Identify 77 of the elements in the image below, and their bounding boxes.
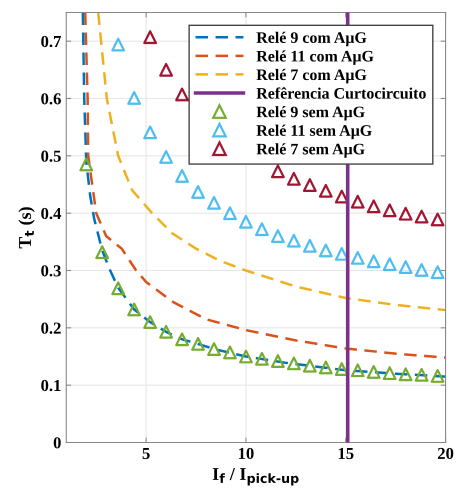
- point: [111, 38, 126, 52]
- point: [350, 194, 365, 209]
- point: [318, 244, 333, 258]
- x-tick-label: 10: [238, 448, 254, 460]
- point: [366, 199, 381, 214]
- point: [286, 172, 301, 186]
- point: [398, 260, 413, 274]
- point: [95, 245, 110, 260]
- point: [382, 366, 397, 380]
- point: [302, 358, 317, 373]
- point: [398, 206, 413, 221]
- ref-line-label: Refêrencia Curtocircuito: [256, 87, 426, 99]
- y-tick-label: 0.5: [41, 150, 61, 162]
- point: [111, 281, 126, 296]
- point: [127, 302, 142, 316]
- legend-label: Relé 11 com AμG: [256, 50, 374, 65]
- point: [414, 368, 429, 382]
- point: [254, 222, 269, 236]
- x-axis-title: I$_{f}$ / I$_{pick-up}$: [212, 468, 299, 486]
- point: [239, 214, 253, 229]
- point: [286, 234, 301, 248]
- point: [350, 250, 365, 265]
- point: [159, 324, 174, 339]
- point: [270, 354, 285, 368]
- point: [239, 350, 253, 364]
- point: [318, 360, 333, 374]
- point: [191, 185, 205, 199]
- point: [207, 196, 221, 210]
- point: [318, 184, 333, 198]
- y-tick-label: 0.1: [41, 380, 61, 392]
- point: [430, 369, 445, 383]
- point: [191, 336, 205, 351]
- point: [302, 178, 317, 192]
- point: [430, 265, 445, 280]
- point: [270, 164, 285, 178]
- y-tick-label: 0.7: [41, 36, 61, 48]
- point: [143, 30, 158, 44]
- point: [159, 150, 174, 164]
- y-tick-label: 0.6: [41, 93, 61, 105]
- point: [223, 206, 237, 220]
- y-tick-label: 0.3: [41, 265, 61, 277]
- point: [159, 62, 174, 77]
- point: [414, 210, 429, 224]
- x-tick-label: 20: [438, 448, 454, 460]
- legend-label: Relé 9 com AμG: [256, 32, 366, 46]
- point: [143, 125, 158, 140]
- point: [254, 352, 269, 366]
- x-tick-label: 5: [142, 448, 150, 460]
- point: [79, 158, 94, 172]
- line-series: [96, 12, 446, 312]
- y-axis-title: T$_{t}$ (s): [18, 207, 35, 248]
- legend-label: Relé 11 sem AμG: [256, 124, 372, 140]
- point: [366, 254, 381, 268]
- point: [207, 342, 221, 356]
- point: [286, 356, 301, 370]
- point: [366, 365, 381, 379]
- point: [350, 363, 365, 378]
- point: [143, 315, 158, 330]
- point: [382, 257, 397, 272]
- y-tick-label: 0: [54, 437, 61, 448]
- point: [127, 91, 142, 105]
- point: [414, 263, 429, 277]
- point: [175, 168, 189, 183]
- legend-label: Relé 7 com AμG: [256, 68, 366, 84]
- legend-label: Relé 7 sem AμG: [256, 143, 365, 158]
- x-tick-label: 15: [338, 448, 354, 460]
- point: [270, 229, 285, 244]
- point: [175, 332, 189, 346]
- point: [223, 346, 237, 360]
- legend-label: Relé 9 sem AμG: [256, 106, 365, 121]
- point: [302, 238, 317, 253]
- y-tick-label: 0.4: [41, 208, 62, 220]
- y-tick-label: 0.2: [41, 322, 61, 334]
- point: [430, 212, 445, 226]
- point: [175, 88, 189, 102]
- point: [398, 367, 413, 382]
- point: [382, 203, 397, 218]
